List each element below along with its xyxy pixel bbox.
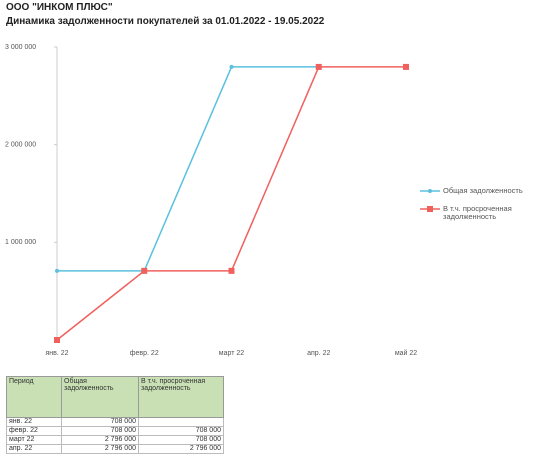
table-cell: апр. 22 — [6, 444, 62, 454]
x-tick-label: апр. 22 — [307, 350, 330, 357]
point — [229, 64, 234, 69]
x-tick-label: март 22 — [219, 350, 244, 357]
x-tick-label: янв. 22 — [45, 350, 68, 357]
legend-swatch — [428, 189, 432, 193]
table-row: апр. 22 2 796 000 2 796 000 — [6, 444, 224, 454]
column-header: Общая задолженность — [61, 376, 139, 418]
legend-label: Общая задолженность — [443, 186, 523, 195]
data-table: Период Общая задолженность В т.ч. просроче… — [6, 376, 224, 454]
legend-label: В т.ч. просроченная задолженность — [443, 204, 512, 221]
chart-subtitle: Динамика задолженности покупателей за 01… — [6, 16, 325, 27]
table-cell — [138, 417, 224, 427]
legend-swatch — [427, 206, 433, 212]
series-line — [56, 66, 406, 341]
chart-title: ООО "ИНКОМ ПЛЮС" — [6, 2, 113, 13]
table-row: февр. 22 708 000 708 000 — [6, 426, 224, 436]
point — [141, 267, 148, 274]
table-row: март 22 2 796 000 708 000 — [6, 435, 224, 445]
table-cell: янв. 22 — [6, 417, 62, 427]
table-cell: 2 796 000 — [61, 444, 139, 454]
point — [54, 337, 60, 343]
table-row: янв. 22 708 000 — [6, 417, 224, 427]
table-cell: 708 000 — [61, 426, 139, 436]
series-line — [57, 66, 319, 272]
table-cell: 708 000 — [138, 435, 224, 445]
y-tick-label: 1 000 000 — [5, 239, 36, 246]
chart: 1 000 000 2 000 000 3 000 000 янв. 22 февр. … — [5, 44, 440, 357]
x-tick-label: май 22 — [395, 349, 417, 357]
table-cell: 708 000 — [138, 426, 224, 436]
table-cell: февр. 22 — [6, 426, 62, 436]
table-cell: 2 796 000 — [61, 435, 139, 445]
point — [228, 267, 235, 274]
column-header: Период — [6, 376, 62, 418]
x-tick-label: февр. 22 — [130, 350, 159, 357]
point — [315, 63, 322, 70]
point — [55, 268, 59, 273]
point — [403, 63, 409, 70]
table-cell: 2 796 000 — [138, 444, 224, 454]
column-header: В т.ч. просроченная задолженность — [138, 376, 224, 418]
table-cell: 708 000 — [61, 417, 139, 427]
table-cell: март 22 — [6, 435, 62, 445]
y-tick-label: 2 000 000 — [5, 142, 36, 149]
y-tick-label: 3 000 000 — [5, 44, 36, 51]
